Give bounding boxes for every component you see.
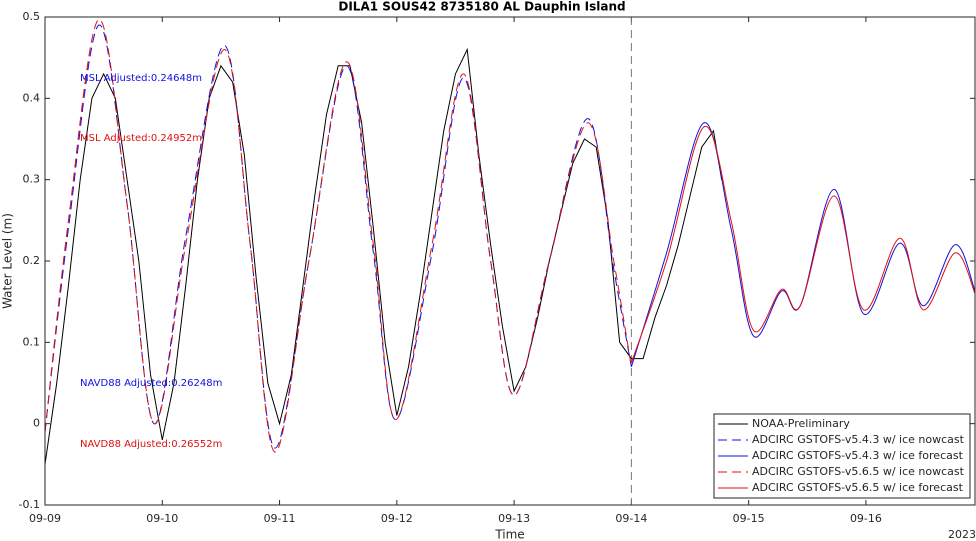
y-tick-label: 0.1 <box>23 335 41 348</box>
legend-label: ADCIRC GSTOFS-v5.4.3 w/ ice forecast <box>752 449 964 462</box>
y-tick-label: 0.2 <box>23 254 41 267</box>
annotation: NAVD88 Adjusted:0.26248m <box>80 378 222 389</box>
legend-label: ADCIRC GSTOFS-v5.4.3 w/ ice nowcast <box>752 433 965 446</box>
x-tick-label: 09-10 <box>146 512 178 525</box>
x-axis-label: Time <box>494 528 524 541</box>
x-tick-label: 09-12 <box>381 512 413 525</box>
x-tick-label: 09-15 <box>733 512 765 525</box>
x-tick-label: 09-13 <box>498 512 530 525</box>
y-tick-label: 0.5 <box>23 10 41 23</box>
x-tick-label: 09-11 <box>264 512 296 525</box>
y-axis-label: Water Level (m) <box>1 213 15 309</box>
y-tick-label: 0.3 <box>23 173 41 186</box>
x-tick-label: 09-16 <box>850 512 882 525</box>
y-tick-label: 0.4 <box>23 91 41 104</box>
y-tick-label: -0.1 <box>19 498 40 511</box>
legend-box <box>713 413 971 499</box>
series-line <box>630 126 976 363</box>
legend-label: NOAA-Preliminary <box>752 417 850 430</box>
series-line <box>44 18 632 453</box>
x-tick-label: 09-14 <box>615 512 647 525</box>
plot-frame <box>44 16 976 506</box>
annotation: MSL Adjusted:0.24648m <box>80 73 202 84</box>
series-line <box>630 122 976 367</box>
legend-label: ADCIRC GSTOFS-v5.6.5 w/ ice forecast <box>752 481 964 494</box>
annotation: NAVD88 Adjusted:0.26552m <box>80 439 222 450</box>
year-label: 2023 <box>948 528 976 541</box>
y-tick-label: 0 <box>33 417 40 430</box>
annotation: MSL Adjusted:0.24952m <box>80 133 202 144</box>
chart-title: DILA1 SOUS42 8735180 AL Dauphin Island <box>338 0 625 14</box>
series-line <box>44 47 723 465</box>
legend-label: ADCIRC GSTOFS-v5.6.5 w/ ice nowcast <box>752 465 965 478</box>
x-tick-label: 09-09 <box>29 512 61 525</box>
